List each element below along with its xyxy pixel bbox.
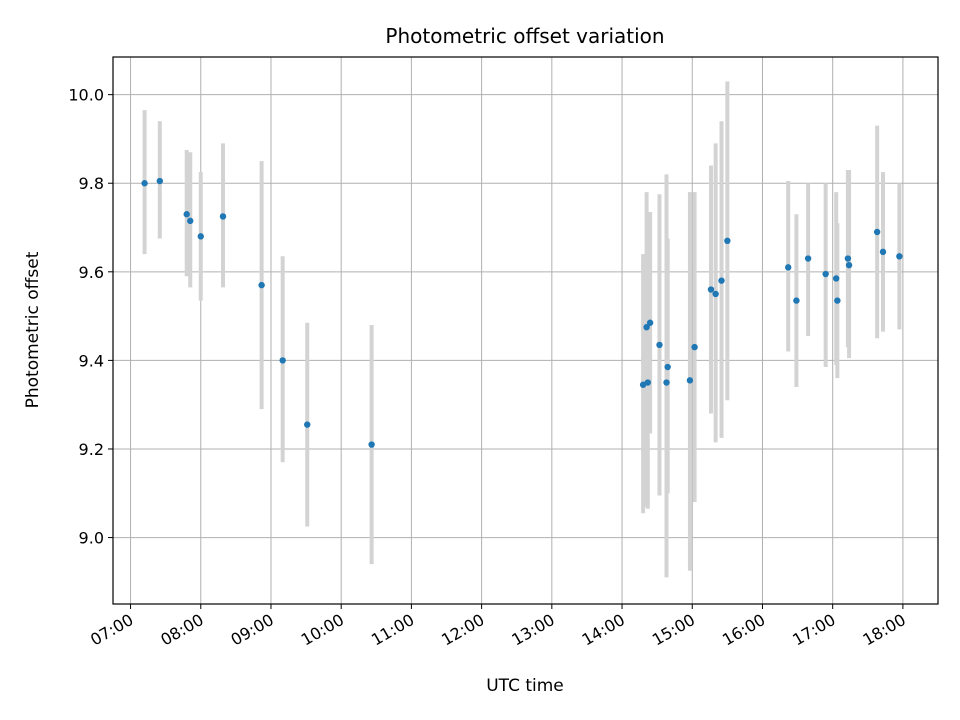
data-point (834, 297, 841, 304)
y-tick-label: 9.4 (79, 351, 104, 370)
y-tick-label: 9.0 (79, 529, 104, 548)
data-point (663, 379, 670, 386)
data-point (197, 233, 204, 240)
data-point (724, 237, 731, 245)
data-point (644, 379, 651, 386)
data-point (712, 290, 719, 298)
data-point (832, 275, 840, 282)
y-tick-label: 9.8 (79, 174, 104, 193)
data-point (258, 281, 265, 289)
data-point (304, 421, 311, 428)
y-tick-label: 9.6 (79, 263, 104, 282)
data-point (279, 357, 286, 364)
data-point (691, 343, 698, 351)
y-axis-label: Photometric offset (23, 251, 43, 408)
data-points (141, 177, 903, 448)
data-point (785, 264, 792, 271)
data-point (896, 253, 903, 260)
data-point (643, 323, 650, 331)
data-point (707, 286, 715, 293)
data-point (718, 277, 725, 284)
data-point (686, 377, 694, 384)
grid (113, 57, 938, 604)
y-tick-label: 9.2 (79, 440, 104, 459)
data-point (845, 261, 853, 269)
y-tick-label: 10.0 (68, 86, 104, 105)
data-point (844, 255, 852, 262)
data-point (183, 211, 190, 218)
data-point (822, 270, 829, 278)
data-point (656, 341, 663, 349)
data-point (793, 297, 800, 304)
plot-frame (112, 56, 939, 605)
data-point (873, 228, 881, 236)
data-point (804, 255, 812, 262)
y-axis-ticks: 9.0 9.2 9.4 9.6 9.8 10.0 (68, 86, 113, 548)
data-point (368, 441, 375, 448)
data-point (219, 213, 227, 220)
data-point (187, 217, 194, 225)
data-point (646, 319, 654, 326)
data-point (879, 248, 887, 256)
data-point (141, 180, 148, 187)
x-axis-label: UTC time (486, 676, 564, 696)
chart-title: Photometric offset variation (385, 24, 664, 48)
data-point (664, 363, 671, 371)
data-point (156, 177, 164, 185)
